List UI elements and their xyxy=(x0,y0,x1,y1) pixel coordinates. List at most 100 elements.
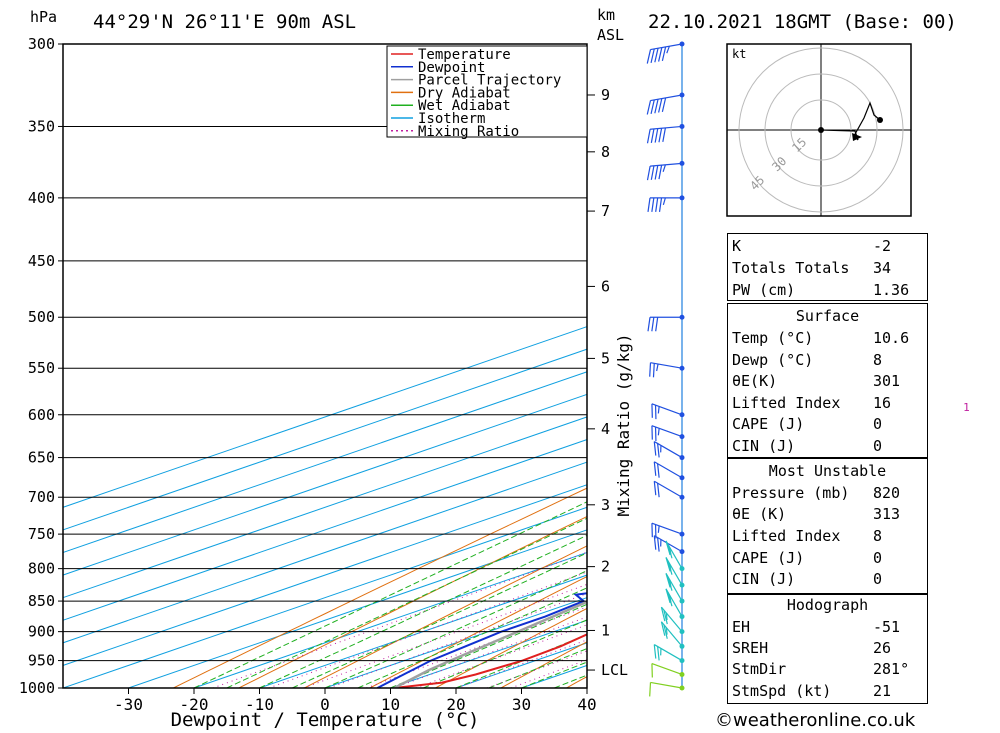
wind-barb xyxy=(646,123,685,144)
wind-barb-flag xyxy=(666,46,670,54)
wind-barb-flag xyxy=(665,612,668,621)
wind-barb xyxy=(647,314,685,332)
km-tick-label: 3 xyxy=(601,496,610,514)
wind-barb xyxy=(649,362,685,378)
hodograph-unit: kt xyxy=(732,47,746,61)
wind-barb xyxy=(653,480,685,500)
mu-theta-label: θE (K) xyxy=(732,505,787,523)
isotherm-line xyxy=(63,326,587,508)
wind-barb-flag xyxy=(660,621,666,636)
hodograph-table: Hodograph EH -51 SREH 26 StmDir 281° StmSpd… xyxy=(727,594,928,704)
wind-barb-flag xyxy=(657,443,660,458)
legend-entry: Isotherm xyxy=(418,111,485,127)
wind-barb-flag xyxy=(653,481,657,496)
km-tick-label: 9 xyxy=(601,86,610,104)
wind-barb-flag xyxy=(651,197,655,212)
surface-theta-value: 301 xyxy=(873,372,901,390)
wind-barb-flag xyxy=(657,646,660,661)
wind-barb-flag xyxy=(665,573,671,588)
eh-label: EH xyxy=(732,618,751,636)
temperature-tick-label: -30 xyxy=(114,695,143,714)
wind-barb-shaft xyxy=(650,681,683,689)
surface-cape-value: 0 xyxy=(873,415,883,433)
wind-barb-flag xyxy=(657,463,660,478)
km-tick-label: 6 xyxy=(601,277,610,295)
wind-barb-shaft xyxy=(650,94,683,102)
pressure-tick-label: 1000 xyxy=(19,679,55,697)
wind-barb-shaft xyxy=(651,662,683,676)
dry-adiabat-line xyxy=(304,545,587,688)
wind-barb-shaft xyxy=(653,644,683,662)
pressure-tick-label: 950 xyxy=(28,652,55,670)
pw-value: 1.36 xyxy=(873,281,910,299)
surface-table: Surface Temp (°C) 10.6 Dewp (°C) 8 θE(K) 30… xyxy=(727,303,928,458)
wind-barb-flag xyxy=(654,128,659,143)
credit-link[interactable]: ©weatheronline.co.uk xyxy=(715,710,916,731)
km-tick-label: 7 xyxy=(601,202,610,220)
x-axis-title: Dewpoint / Temperature (°C) xyxy=(171,709,480,731)
wind-barb-flag xyxy=(647,197,651,212)
wind-barb-flag xyxy=(658,98,663,113)
wind-barb xyxy=(653,644,685,664)
hodograph-trace xyxy=(820,101,881,141)
wind-barb-flag xyxy=(669,579,672,588)
wind-barb xyxy=(647,195,685,212)
isotherm-line xyxy=(259,574,587,688)
temperature-tick-label: 10 xyxy=(381,695,400,714)
mu-theta-value: 313 xyxy=(873,505,901,523)
datetime-title: 22.10.2021 18GMT (Base: 00) xyxy=(648,11,957,33)
wind-barb-shaft xyxy=(650,125,683,130)
temperature-tick-label: -10 xyxy=(245,695,274,714)
legend-entry: Dewpoint xyxy=(418,60,485,76)
dry-adiabat-line xyxy=(173,487,587,688)
wind-barb-flag xyxy=(662,127,667,143)
wind-barb-flag xyxy=(649,362,652,377)
pressure-tick-label: 550 xyxy=(28,359,55,377)
km-label: km xyxy=(597,6,615,24)
legend-entry: Wet Adiabat xyxy=(418,98,511,114)
k-index-value: -2 xyxy=(873,237,892,255)
temperature-tick-label: 20 xyxy=(446,695,465,714)
temperature-tick-label: -20 xyxy=(180,695,209,714)
wet-adiabat-line xyxy=(357,587,587,688)
dry-adiabat-line xyxy=(369,575,587,688)
wet-adiabat-line xyxy=(259,534,587,688)
wind-barb-shaft xyxy=(651,403,683,416)
pw-label: PW (cm) xyxy=(732,281,796,299)
wind-barb-shaft xyxy=(653,461,683,479)
wind-barb-flag xyxy=(663,624,668,639)
sreh-label: SREH xyxy=(732,639,769,657)
wind-barb-flag xyxy=(669,563,672,572)
wind-barb-flag xyxy=(650,165,655,180)
mixing-ratio-label: 1 xyxy=(963,401,970,414)
pressure-tick-label: 800 xyxy=(28,560,55,578)
mu-cin-label: CIN (J) xyxy=(732,570,796,588)
wind-barb-flag xyxy=(663,609,668,625)
mixing-ratio-axis-title: Mixing Ratio (g/kg) xyxy=(614,333,633,516)
isotherm-line xyxy=(63,484,587,666)
wind-barb-flag xyxy=(656,363,659,372)
wind-barb-flag xyxy=(654,48,659,63)
km-tick-label: 4 xyxy=(601,420,610,438)
isotherm-line xyxy=(63,348,587,531)
surface-li-label: Lifted Index xyxy=(732,394,841,412)
wind-barb-flag xyxy=(665,627,668,635)
wind-barb-flag xyxy=(650,128,655,144)
legend-box xyxy=(386,45,588,138)
wind-barb-shaft xyxy=(651,425,683,438)
wind-barb-shaft xyxy=(660,606,683,633)
parcel-trajectory-line xyxy=(393,600,587,688)
pressure-tick-label: 350 xyxy=(28,117,55,135)
mu-pressure-label: Pressure (mb) xyxy=(732,484,850,502)
mu-cin-value: 0 xyxy=(873,570,883,588)
wet-adiabat-line xyxy=(423,619,587,688)
hodograph-table-title: Hodograph xyxy=(786,596,869,614)
totals-totals-label: Totals Totals xyxy=(732,259,850,277)
mu-li-value: 8 xyxy=(873,527,883,545)
most-unstable-title: Most Unstable xyxy=(768,462,887,480)
hodograph-start-dot xyxy=(818,127,824,133)
legend-entry: Parcel Trajectory xyxy=(418,73,561,89)
